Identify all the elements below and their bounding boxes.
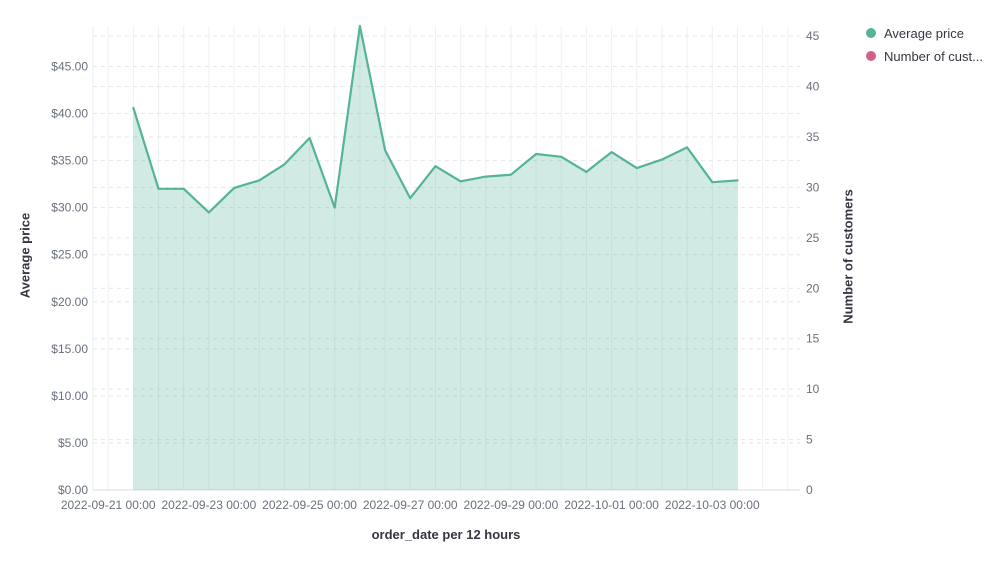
y-right-tick-label: 0 [806,483,813,497]
series-average-price[interactable] [132,24,739,490]
left-axis-tick-labels: $0.00 $5.00 $10.00 $15.00 $20.00 $25.00 $30.00… [51,59,88,497]
y-right-tick-label: 45 [806,29,820,43]
y-right-tick-label: 35 [806,130,820,144]
y-right-tick-label: 30 [806,180,820,194]
y-left-tick-label: $25.00 [51,248,88,262]
y-left-tick-label: $40.00 [51,107,88,121]
x-tick-label: 2022-10-01 00:00 [564,498,659,512]
y-right-tick-label: 10 [806,382,820,396]
y-right-tick-label: 25 [806,231,820,245]
y-left-tick-label: $10.00 [51,389,88,403]
gridlines [92,26,800,490]
right-axis-tick-labels: 0 5 10 15 20 25 30 35 40 45 [806,29,820,497]
legend: Average price Number of cust... [866,23,983,66]
x-axis-tick-labels: 2022-09-21 00:00 2022-09-23 00:00 2022-09-… [61,498,760,512]
x-axis-title: order_date per 12 hours [371,527,521,542]
y-right-tick-label: 15 [806,332,820,346]
legend-dot-average-price [866,28,876,38]
x-tick-label: 2022-09-27 00:00 [363,498,458,512]
y-left-tick-label: $35.00 [51,154,88,168]
y-left-tick-label: $0.00 [58,483,88,497]
x-tick-label: 2022-09-23 00:00 [162,498,257,512]
y-left-tick-label: $45.00 [51,59,88,73]
y-left-tick-label: $20.00 [51,295,88,309]
legend-label: Number of cust... [884,48,983,64]
x-tick-label: 2022-10-03 00:00 [665,498,760,512]
legend-item-average-price[interactable]: Average price [866,23,983,43]
y-left-tick-label: $15.00 [51,342,88,356]
x-tick-label: 2022-09-25 00:00 [262,498,357,512]
y-right-tick-label: 20 [806,281,820,295]
x-tick-label: 2022-09-21 00:00 [61,498,156,512]
right-axis-title: Number of customers [840,189,856,324]
area-fill [133,26,738,490]
legend-item-number-of-customers[interactable]: Number of cust... [866,46,983,66]
y-left-tick-label: $5.00 [58,436,88,450]
y-left-tick-label: $30.00 [51,201,88,215]
x-tick-label: 2022-09-29 00:00 [464,498,559,512]
left-axis-title: Average price [17,212,33,299]
y-right-tick-label: 40 [806,80,820,94]
legend-label: Average price [884,25,964,41]
area-line [132,24,739,214]
legend-dot-number-of-customers [866,51,876,61]
y-right-tick-label: 5 [806,433,813,447]
